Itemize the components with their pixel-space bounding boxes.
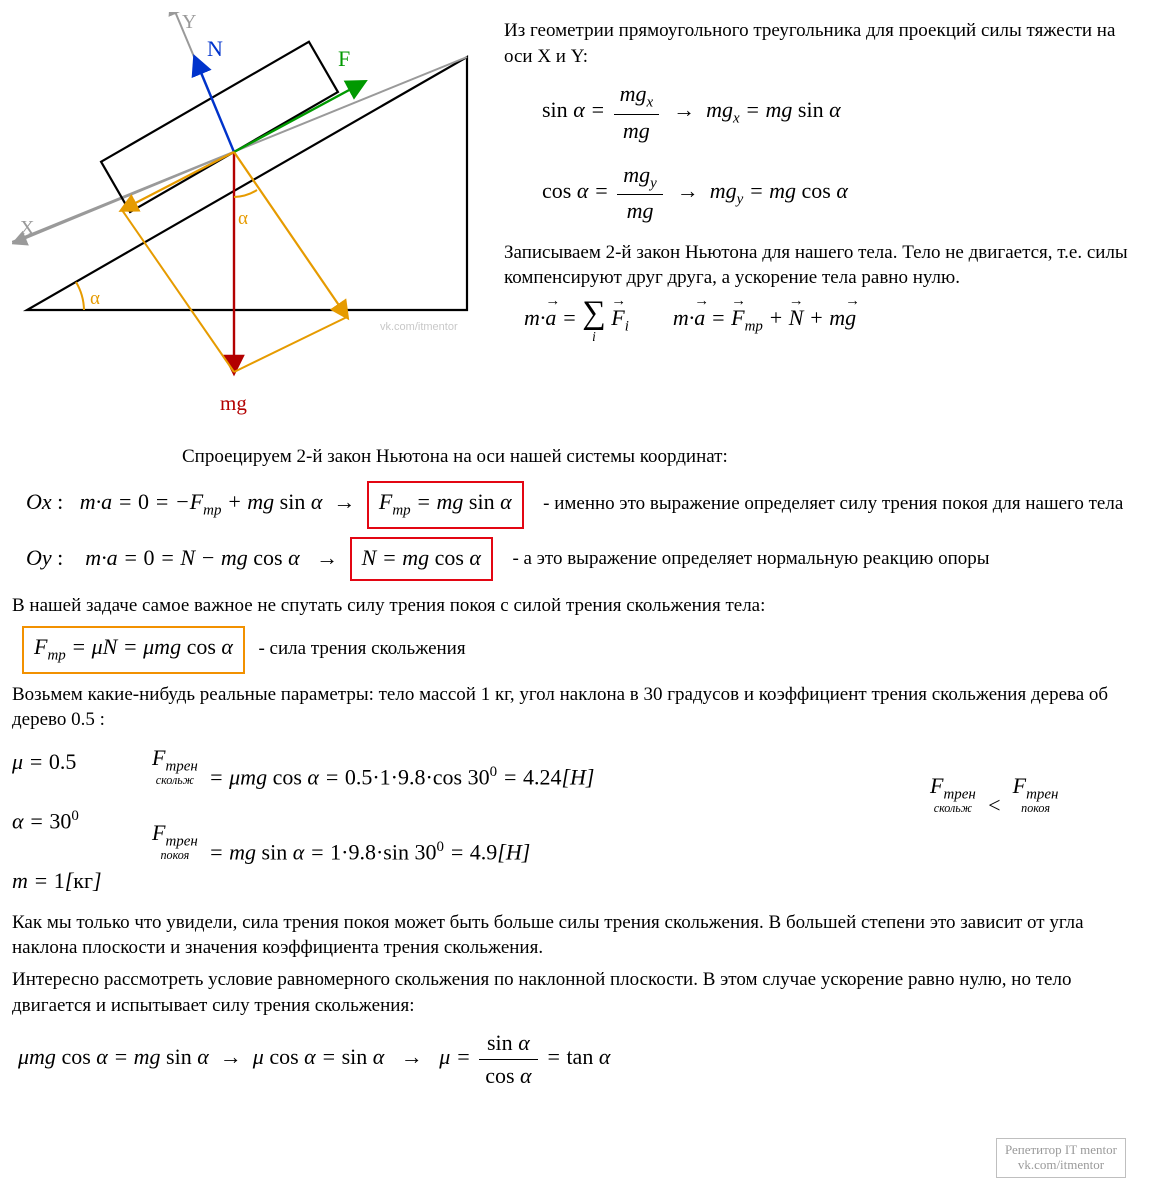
diagram-watermark: vk.com/itmentor [380,321,458,333]
footer-line2: vk.com/itmentor [1018,1157,1104,1172]
angle-alpha-base: α [90,288,100,309]
top-row: X Y α N F mg [12,12,1140,430]
vector-n-label: N [207,36,223,61]
params-block: μ = 0.5 α = 300 m = 1[кг] Fтренскольж = … [12,747,1140,896]
box-ftr: Fтр = mg sin α [367,481,524,529]
params-compare: Fтренскольж < Fтренпокоя [930,747,1140,820]
params-paragraph: Возьмем какие-нибудь реальные параметры:… [12,682,1140,733]
slide-annotation: - сила трения скольжения [258,638,465,661]
eq-newton-sum: m·a = ∑i Fi m·a = Fтр + N + mg [524,297,1140,343]
eq-slide-friction: Fтр = μN = μmg cos α - сила трения сколь… [22,624,1140,676]
eq-cos: cos α = mgymg → mgy = mg cos α [542,160,1140,226]
ox-annotation: - именно это выражение определяет силу т… [543,493,1123,516]
axis-x-label: X [20,217,35,239]
intro-paragraph: Из геометрии прямоугольного треугольника… [504,18,1140,69]
eq-uniform-slide: μmg cos α = mg sin α → μ cos α = sin α →… [18,1028,1140,1090]
axis-y-label: Y [182,12,196,33]
newton-paragraph: Записываем 2-й закон Ньютона для нашего … [504,240,1140,291]
right-text-column: Из геометрии прямоугольного треугольника… [504,12,1140,343]
angle-alpha-inside: α [238,208,248,229]
footer-watermark: Репетитор IT mentor vk.com/itmentor [996,1138,1126,1178]
project-paragraph: Спроецируем 2-й закон Ньютона на оси наш… [182,444,1140,470]
inclined-plane-diagram: X Y α N F mg [12,12,484,430]
eq-sin: sin α = mgxmg → mgx = mg sin α [542,79,1140,145]
vector-mg-label: mg [220,391,247,415]
confuse-paragraph: В нашей задаче самое важное не спутать с… [12,593,1140,619]
eq-ox-row: Ox : m·a = 0 = −Fтр + mg sin α → Fтр = m… [26,479,1140,531]
footer-line1: Репетитор IT mentor [1005,1142,1117,1157]
params-middle: Fтренскольж = μmg cos α = 0.5·1·9.8·cos … [152,747,910,867]
vector-f-label: F [338,46,350,71]
after-paragraph: Как мы только что увидели, сила трения п… [12,910,1140,961]
box-sliding: Fтр = μN = μmg cos α [22,626,245,674]
interest-paragraph: Интересно рассмотреть условие равномерно… [12,967,1140,1018]
eq-oy-row: Oy : m·a = 0 = N − mg cos α → N = mg cos… [26,535,1140,583]
params-left: μ = 0.5 α = 300 m = 1[кг] [12,747,132,896]
box-n: N = mg cos α [350,537,493,581]
oy-annotation: - а это выражение определяет нормальную … [512,548,989,571]
